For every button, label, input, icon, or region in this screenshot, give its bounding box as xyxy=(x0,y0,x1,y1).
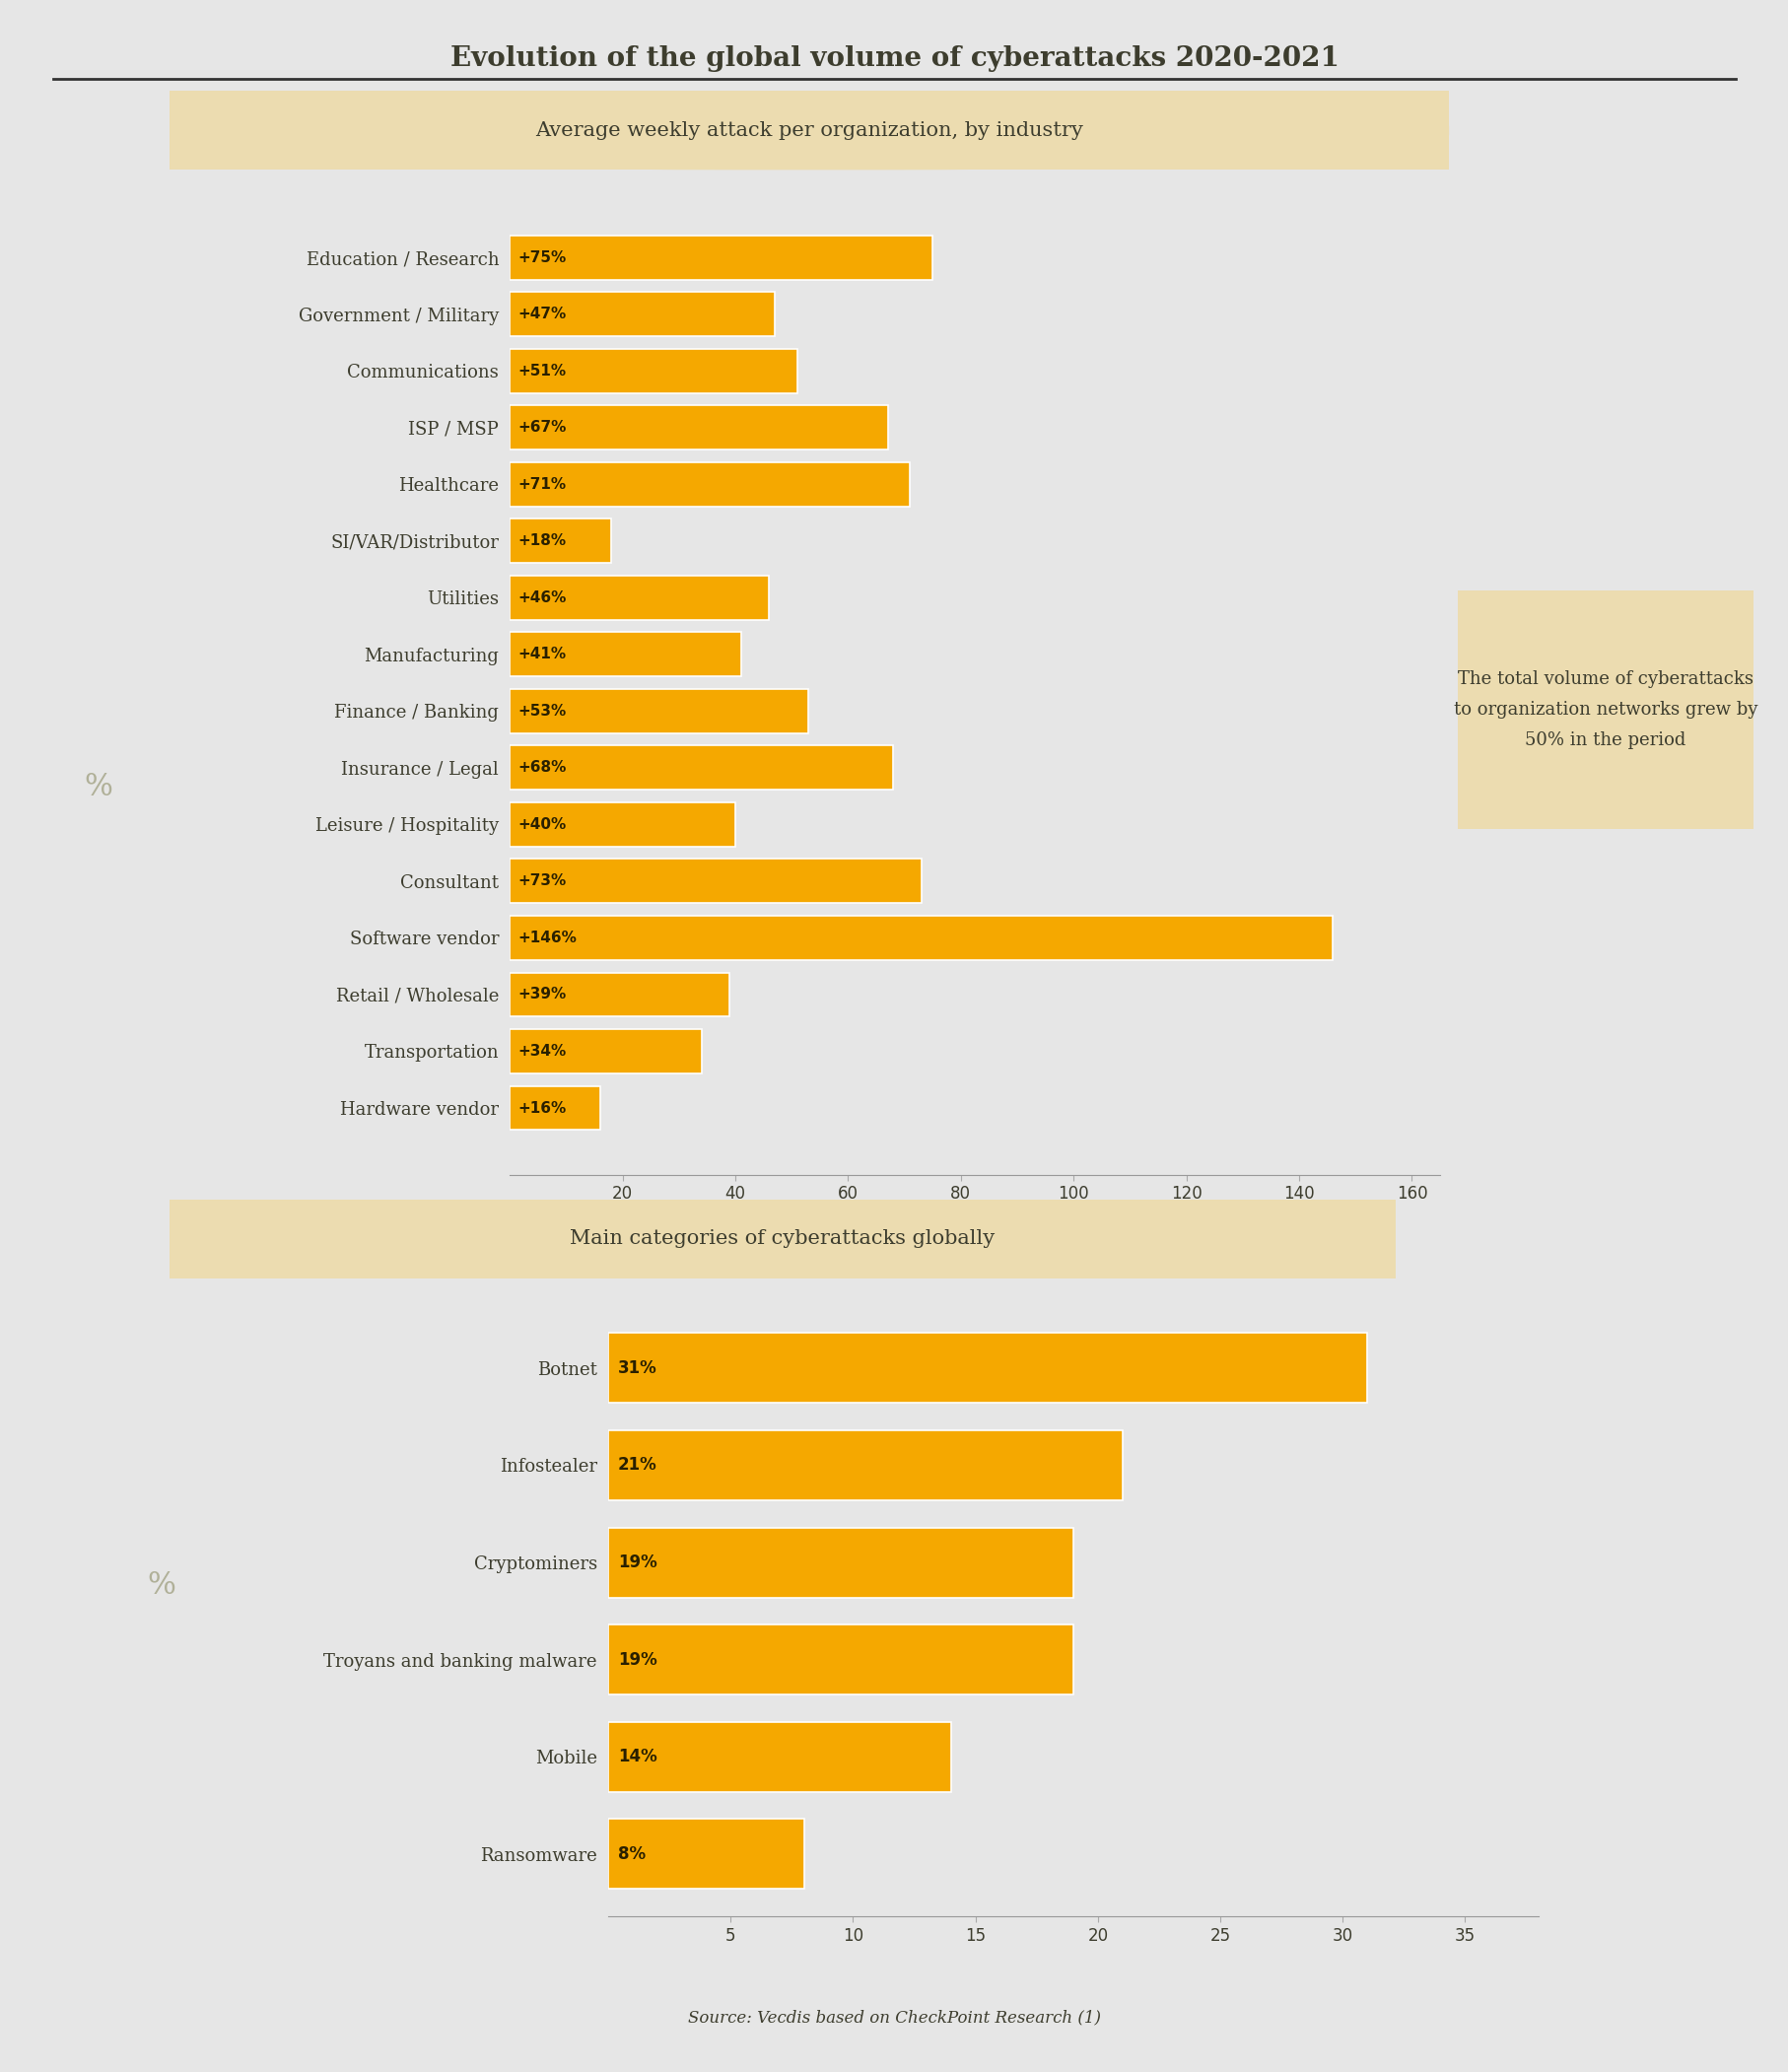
Text: +34%: +34% xyxy=(519,1044,567,1059)
Text: +51%: +51% xyxy=(519,363,567,379)
Bar xyxy=(510,1030,701,1073)
Text: +40%: +40% xyxy=(519,816,567,831)
Bar xyxy=(510,690,808,733)
Text: The total volume of cyberattacks
to organization networks grew by
50% in the per: The total volume of cyberattacks to orga… xyxy=(1454,671,1756,748)
FancyBboxPatch shape xyxy=(1457,591,1752,829)
Bar xyxy=(510,292,774,336)
Bar xyxy=(510,972,730,1017)
Text: Average weekly attack per organization, by industry: Average weekly attack per organization, … xyxy=(535,120,1084,141)
FancyBboxPatch shape xyxy=(170,91,1448,170)
Bar xyxy=(510,1086,599,1129)
Bar xyxy=(608,1527,1073,1598)
Text: 14%: 14% xyxy=(617,1749,656,1765)
Bar xyxy=(510,632,740,675)
Bar xyxy=(510,236,932,280)
Text: 8%: 8% xyxy=(617,1844,645,1863)
Text: +47%: +47% xyxy=(519,307,567,321)
Text: +73%: +73% xyxy=(519,874,567,889)
Text: 19%: 19% xyxy=(617,1651,656,1668)
Text: +146%: +146% xyxy=(519,930,578,945)
Bar xyxy=(510,518,611,564)
Text: +53%: +53% xyxy=(519,704,567,719)
Bar xyxy=(510,348,797,394)
Bar xyxy=(510,746,892,789)
Bar xyxy=(510,802,735,847)
Text: +41%: +41% xyxy=(519,646,567,661)
Text: Source: Vecdis based on CheckPoint Research (1): Source: Vecdis based on CheckPoint Resea… xyxy=(688,2010,1100,2026)
Text: +18%: +18% xyxy=(519,535,567,549)
Bar xyxy=(510,406,887,450)
Bar xyxy=(608,1332,1366,1403)
Text: %: % xyxy=(147,1571,175,1600)
Text: +67%: +67% xyxy=(519,421,567,435)
Bar xyxy=(510,576,769,620)
Text: +16%: +16% xyxy=(519,1100,567,1115)
Bar xyxy=(608,1430,1121,1500)
Bar xyxy=(510,916,1332,959)
Text: 21%: 21% xyxy=(617,1457,656,1473)
Bar xyxy=(510,860,921,903)
Bar xyxy=(608,1722,951,1792)
Text: %: % xyxy=(84,773,113,802)
Text: 19%: 19% xyxy=(617,1554,656,1571)
Text: +75%: +75% xyxy=(519,251,567,265)
Bar xyxy=(510,462,910,506)
Text: +46%: +46% xyxy=(519,591,567,605)
Text: +71%: +71% xyxy=(519,477,567,491)
Text: Evolution of the global volume of cyberattacks 2020-2021: Evolution of the global volume of cybera… xyxy=(451,46,1337,73)
Text: Main categories of cyberattacks globally: Main categories of cyberattacks globally xyxy=(570,1229,994,1249)
Bar xyxy=(608,1819,803,1890)
Text: 31%: 31% xyxy=(617,1359,656,1378)
Text: +39%: +39% xyxy=(519,986,567,1003)
FancyBboxPatch shape xyxy=(170,1200,1395,1278)
Text: +68%: +68% xyxy=(519,760,567,775)
Bar xyxy=(608,1624,1073,1695)
